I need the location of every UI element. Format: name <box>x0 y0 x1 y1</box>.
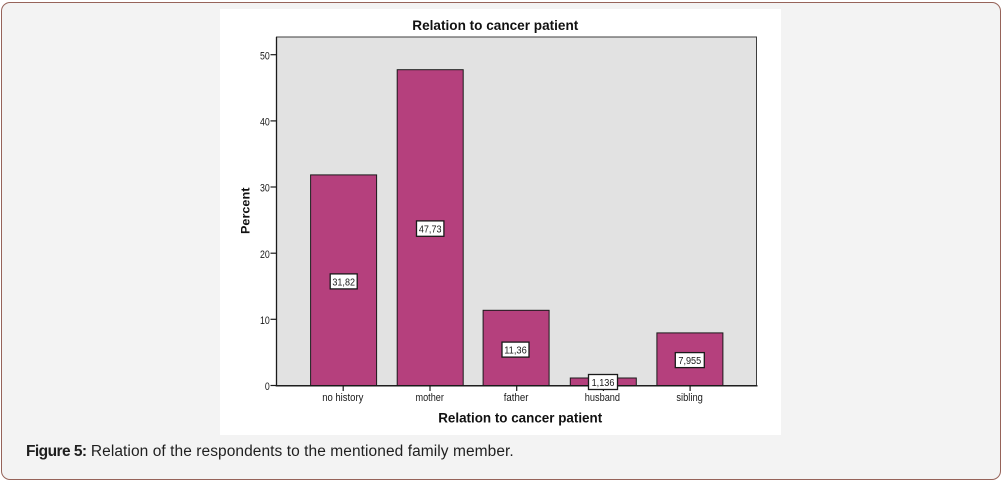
svg-text:31,82: 31,82 <box>332 277 355 288</box>
svg-text:Relation to cancer patient: Relation to cancer patient <box>412 17 578 33</box>
svg-text:47,73: 47,73 <box>419 224 442 235</box>
svg-text:father: father <box>504 392 529 404</box>
svg-text:7,955: 7,955 <box>678 356 701 367</box>
svg-text:0: 0 <box>265 381 270 393</box>
svg-text:Percent: Percent <box>238 188 252 235</box>
svg-text:11,36: 11,36 <box>504 346 527 357</box>
svg-text:50: 50 <box>260 50 270 62</box>
svg-text:husband: husband <box>585 392 620 404</box>
svg-text:30: 30 <box>260 183 270 195</box>
svg-text:no history: no history <box>322 392 364 404</box>
svg-text:sibling: sibling <box>676 392 703 404</box>
svg-text:40: 40 <box>260 117 270 129</box>
svg-text:10: 10 <box>260 315 270 327</box>
svg-text:20: 20 <box>260 249 270 261</box>
svg-text:mother: mother <box>416 392 445 404</box>
svg-text:Relation to cancer patient: Relation to cancer patient <box>438 410 602 426</box>
svg-text:1,136: 1,136 <box>592 378 615 389</box>
